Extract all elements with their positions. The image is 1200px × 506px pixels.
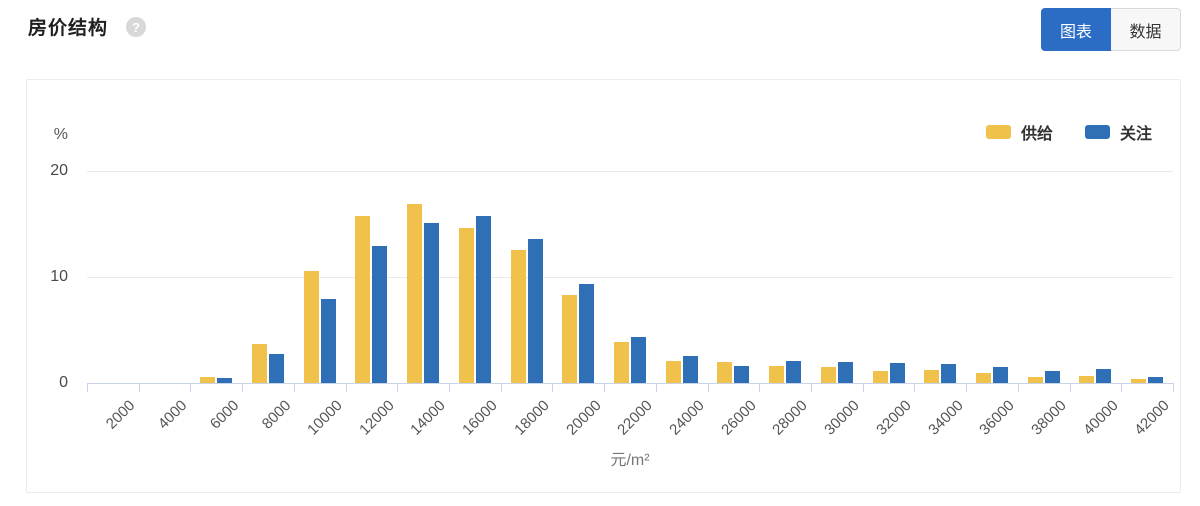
bar-供给-16000[interactable] <box>459 228 474 383</box>
bar-供给-32000[interactable] <box>873 371 888 383</box>
legend-swatch <box>1084 125 1110 139</box>
chart-card <box>26 79 1181 493</box>
help-icon[interactable]: ? <box>126 17 146 37</box>
legend-item-供给[interactable]: 供给 <box>985 120 1053 144</box>
bar-供给-42000[interactable] <box>1131 379 1146 383</box>
bar-关注-32000[interactable] <box>890 363 905 383</box>
bar-供给-30000[interactable] <box>821 367 836 383</box>
bar-供给-6000[interactable] <box>200 377 215 383</box>
bar-关注-30000[interactable] <box>838 362 853 383</box>
chart-legend: 供给 关注 <box>985 120 1152 144</box>
bar-关注-42000[interactable] <box>1148 377 1163 383</box>
data-view-button[interactable]: 数据 <box>1111 8 1181 51</box>
bar-关注-20000[interactable] <box>579 284 594 383</box>
bar-供给-12000[interactable] <box>355 216 370 383</box>
bar-关注-40000[interactable] <box>1096 369 1111 383</box>
bar-供给-36000[interactable] <box>976 373 991 383</box>
bar-关注-24000[interactable] <box>683 356 698 383</box>
bar-供给-28000[interactable] <box>769 366 784 383</box>
bar-供给-38000[interactable] <box>1028 377 1043 383</box>
bar-关注-16000[interactable] <box>476 216 491 383</box>
bar-供给-14000[interactable] <box>407 204 422 383</box>
legend-item-关注[interactable]: 关注 <box>1084 120 1152 144</box>
page-title: 房价结构 <box>28 18 109 39</box>
bar-关注-36000[interactable] <box>993 367 1008 383</box>
bar-关注-28000[interactable] <box>786 361 801 383</box>
bar-供给-10000[interactable] <box>304 271 319 383</box>
bar-供给-34000[interactable] <box>924 370 939 383</box>
bar-供给-22000[interactable] <box>614 342 629 383</box>
bar-供给-20000[interactable] <box>562 295 577 383</box>
bar-供给-40000[interactable] <box>1079 376 1094 383</box>
view-toggle: 图表 数据 <box>1041 8 1181 51</box>
bar-关注-12000[interactable] <box>372 246 387 383</box>
bar-关注-22000[interactable] <box>631 337 646 383</box>
bar-关注-34000[interactable] <box>941 364 956 383</box>
bar-供给-26000[interactable] <box>717 362 732 383</box>
bar-关注-8000[interactable] <box>269 354 284 383</box>
legend-swatch <box>985 125 1011 139</box>
bar-关注-14000[interactable] <box>424 223 439 383</box>
bar-关注-26000[interactable] <box>734 366 749 383</box>
bar-关注-38000[interactable] <box>1045 371 1060 383</box>
bar-关注-6000[interactable] <box>217 378 232 383</box>
legend-label: 供给 <box>1020 126 1053 143</box>
chart-view-button[interactable]: 图表 <box>1041 8 1111 51</box>
bar-供给-18000[interactable] <box>511 250 526 383</box>
bar-关注-18000[interactable] <box>528 239 543 383</box>
legend-label: 关注 <box>1119 126 1152 143</box>
bar-供给-24000[interactable] <box>666 361 681 383</box>
bar-供给-8000[interactable] <box>252 344 267 383</box>
bar-关注-10000[interactable] <box>321 299 336 383</box>
